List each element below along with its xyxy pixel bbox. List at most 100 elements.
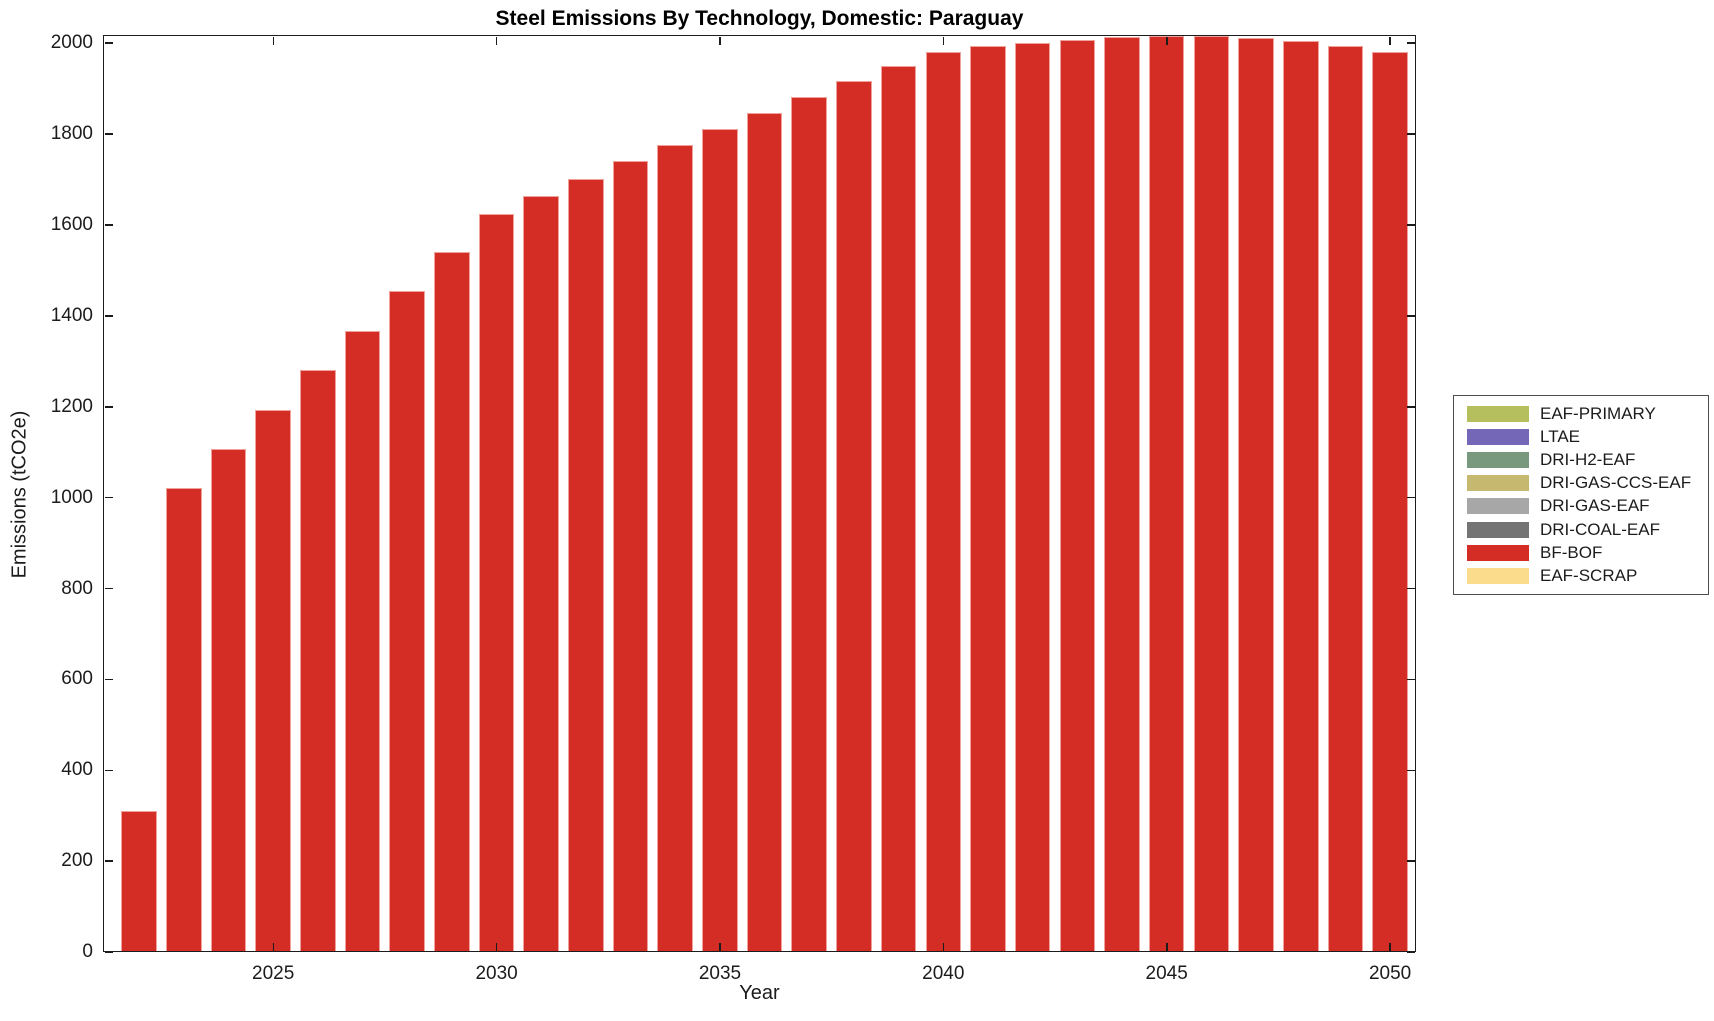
y-tick-label-800: 800 — [61, 577, 93, 599]
bar-2022 — [121, 811, 157, 952]
legend-label-dri-h2-eaf: DRI-H2-EAF — [1540, 449, 1636, 469]
y-tick-right-1800 — [1406, 133, 1415, 135]
legend-item-dri-gas-ccs-eaf: DRI-GAS-CCS-EAF — [1454, 472, 1708, 495]
bar-2044 — [1104, 37, 1140, 952]
bar-2045 — [1148, 35, 1185, 952]
bar-2043 — [1059, 39, 1096, 952]
legend-item-dri-gas-eaf: DRI-GAS-EAF — [1454, 495, 1708, 518]
bar-2023 — [166, 488, 202, 952]
x-axis-label: Year — [739, 982, 780, 1004]
y-tick-right-2000 — [1406, 42, 1415, 44]
y-tick-1200 — [104, 406, 113, 408]
bar-2031 — [523, 196, 560, 952]
legend-label-ltae: LTAE — [1540, 426, 1580, 446]
y-tick-200 — [104, 860, 113, 862]
legend-item-dri-h2-eaf: DRI-H2-EAF — [1454, 448, 1708, 471]
y-tick-right-400 — [1406, 769, 1415, 771]
legend-item-eaf-scrap: EAF-SCRAP — [1454, 564, 1708, 587]
x-tick-2030 — [495, 942, 498, 951]
legend: EAF-PRIMARY LTAE DRI-H2-EAF DRI-GAS-CCS-EAF… — [1453, 395, 1709, 595]
x-tick-label-2050: 2050 — [1368, 963, 1412, 984]
y-tick-right-1600 — [1406, 224, 1415, 226]
legend-item-bf-bof: BF-BOF — [1454, 541, 1708, 564]
legend-swatch-dri-coal-eaf — [1467, 521, 1529, 538]
bar-2034 — [657, 144, 694, 952]
x-tick-label-2030: 2030 — [475, 963, 518, 984]
bar-2048 — [1282, 40, 1319, 952]
bar-2036 — [746, 112, 783, 952]
legend-label-dri-gas-eaf: DRI-GAS-EAF — [1540, 496, 1650, 516]
y-tick-1400 — [104, 315, 113, 317]
y-tick-label-2000: 2000 — [50, 32, 93, 54]
x-tick-2025 — [272, 942, 274, 951]
legend-item-dri-coal-eaf: DRI-COAL-EAF — [1454, 518, 1708, 541]
bar-2025 — [255, 409, 291, 952]
bar-2050 — [1372, 51, 1408, 952]
legend-swatch-dri-gas-ccs-eaf — [1467, 475, 1529, 492]
x-tick-label-2025: 2025 — [252, 963, 295, 984]
x-tick-2035 — [719, 942, 721, 951]
legend-label-bf-bof: BF-BOF — [1540, 542, 1603, 562]
x-tick-top-2035 — [719, 36, 721, 45]
y-tick-right-1400 — [1406, 315, 1415, 317]
x-tick-2050 — [1389, 942, 1391, 951]
y-tick-1000 — [104, 496, 113, 499]
y-tick-label-1600: 1600 — [50, 213, 93, 235]
bar-2033 — [612, 161, 649, 952]
x-tick-label-2040: 2040 — [922, 963, 965, 984]
x-tick-top-2040 — [942, 36, 945, 45]
legend-label-eaf-primary: EAF-PRIMARY — [1540, 403, 1656, 423]
legend-label-eaf-scrap: EAF-SCRAP — [1540, 565, 1638, 585]
x-tick-label-2045: 2045 — [1145, 963, 1188, 984]
x-tick-top-2025 — [272, 36, 274, 45]
bar-2032 — [568, 178, 604, 952]
y-tick-label-0: 0 — [82, 941, 93, 962]
bar-2024 — [210, 448, 247, 952]
bar-2038 — [836, 80, 872, 952]
bar-2030 — [478, 213, 515, 952]
y-tick-label-200: 200 — [61, 850, 93, 872]
y-tick-label-600: 600 — [61, 668, 93, 690]
legend-swatch-dri-h2-eaf — [1467, 451, 1529, 468]
x-tick-top-2045 — [1166, 36, 1168, 45]
y-tick-right-1000 — [1406, 496, 1415, 499]
bar-2027 — [344, 330, 381, 952]
y-tick-0 — [104, 951, 113, 953]
bar-2046 — [1193, 35, 1230, 952]
y-tick-label-1400: 1400 — [50, 304, 93, 326]
legend-swatch-eaf-primary — [1467, 405, 1529, 422]
legend-label-dri-gas-ccs-eaf: DRI-GAS-CCS-EAF — [1540, 473, 1692, 493]
bar-2047 — [1238, 38, 1274, 952]
legend-swatch-bf-bof — [1467, 544, 1529, 561]
legend-swatch-dri-gas-eaf — [1467, 498, 1529, 515]
x-tick-top-2050 — [1389, 36, 1391, 45]
x-tick-top-2030 — [495, 36, 498, 45]
y-tick-600 — [104, 678, 113, 681]
bar-2039 — [880, 65, 917, 952]
y-tick-right-600 — [1406, 678, 1415, 681]
y-tick-right-800 — [1406, 587, 1415, 590]
x-tick-2040 — [942, 942, 945, 951]
y-tick-right-200 — [1406, 860, 1415, 862]
legend-label-dri-coal-eaf: DRI-COAL-EAF — [1540, 519, 1660, 539]
y-tick-1600 — [104, 224, 113, 226]
legend-item-eaf-primary: EAF-PRIMARY — [1454, 402, 1708, 425]
legend-swatch-ltae — [1467, 428, 1529, 445]
y-tick-1800 — [104, 133, 113, 135]
y-tick-2000 — [104, 42, 113, 44]
y-tick-label-1800: 1800 — [50, 123, 93, 145]
bar-2029 — [434, 252, 470, 952]
bar-2028 — [389, 291, 426, 952]
bar-2037 — [791, 96, 828, 952]
x-tick-label-2035: 2035 — [698, 963, 742, 984]
legend-item-ltae: LTAE — [1454, 425, 1708, 448]
bar-2042 — [1014, 42, 1051, 952]
y-tick-right-0 — [1406, 951, 1415, 953]
bar-2049 — [1327, 46, 1364, 952]
legend-swatch-eaf-scrap — [1467, 567, 1529, 584]
y-tick-label-400: 400 — [61, 759, 93, 781]
y-tick-label-1200: 1200 — [50, 395, 93, 417]
y-tick-right-1200 — [1406, 406, 1415, 408]
x-tick-2045 — [1166, 942, 1168, 951]
